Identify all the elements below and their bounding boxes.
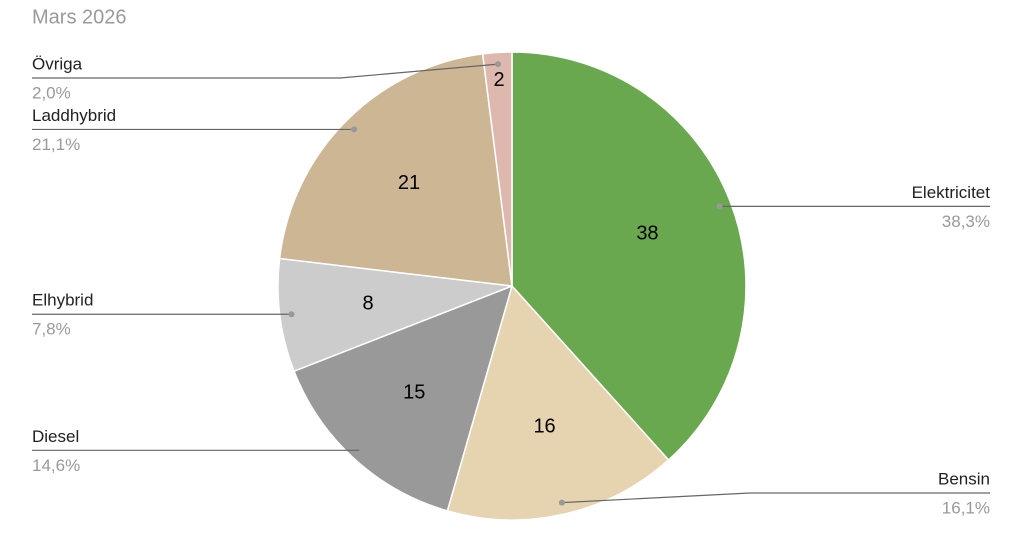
percent-label: 21,1% xyxy=(32,135,80,154)
slice-label: 15 xyxy=(403,382,425,404)
leader-dot xyxy=(288,311,295,318)
slice-label: 2 xyxy=(493,69,504,91)
leader-dot xyxy=(351,126,358,133)
leader-dot xyxy=(359,447,366,454)
leader-dot xyxy=(716,203,723,210)
leader-line xyxy=(561,492,990,504)
pie-slice xyxy=(293,284,514,512)
legend-label: Laddhybrid xyxy=(32,106,116,125)
legend-label: Bensin xyxy=(938,469,990,488)
slice-label: 21 xyxy=(398,172,420,194)
slice-label: 8 xyxy=(363,293,374,315)
leader-dot xyxy=(495,61,502,68)
pie-slice xyxy=(481,51,513,287)
chart-title: Mars 2026 xyxy=(32,6,127,28)
pie-slice xyxy=(446,284,670,521)
legend-label: Elektricitet xyxy=(912,183,991,202)
pie-slice xyxy=(278,53,513,287)
percent-label: 7,8% xyxy=(32,320,71,339)
leader-dot xyxy=(558,499,565,506)
pie-slice xyxy=(277,257,513,373)
percent-label: 2,0% xyxy=(32,83,71,102)
percent-label: 38,3% xyxy=(942,212,990,231)
legend-label: Övriga xyxy=(32,54,83,73)
percent-label: 16,1% xyxy=(942,498,990,517)
leader-line xyxy=(32,63,499,79)
legend-label: Diesel xyxy=(32,427,79,446)
pie-slice xyxy=(511,51,747,462)
slice-label: 16 xyxy=(533,416,555,438)
slice-label: 38 xyxy=(636,222,658,244)
percent-label: 14,6% xyxy=(32,456,80,475)
legend-label: Elhybrid xyxy=(32,291,93,310)
